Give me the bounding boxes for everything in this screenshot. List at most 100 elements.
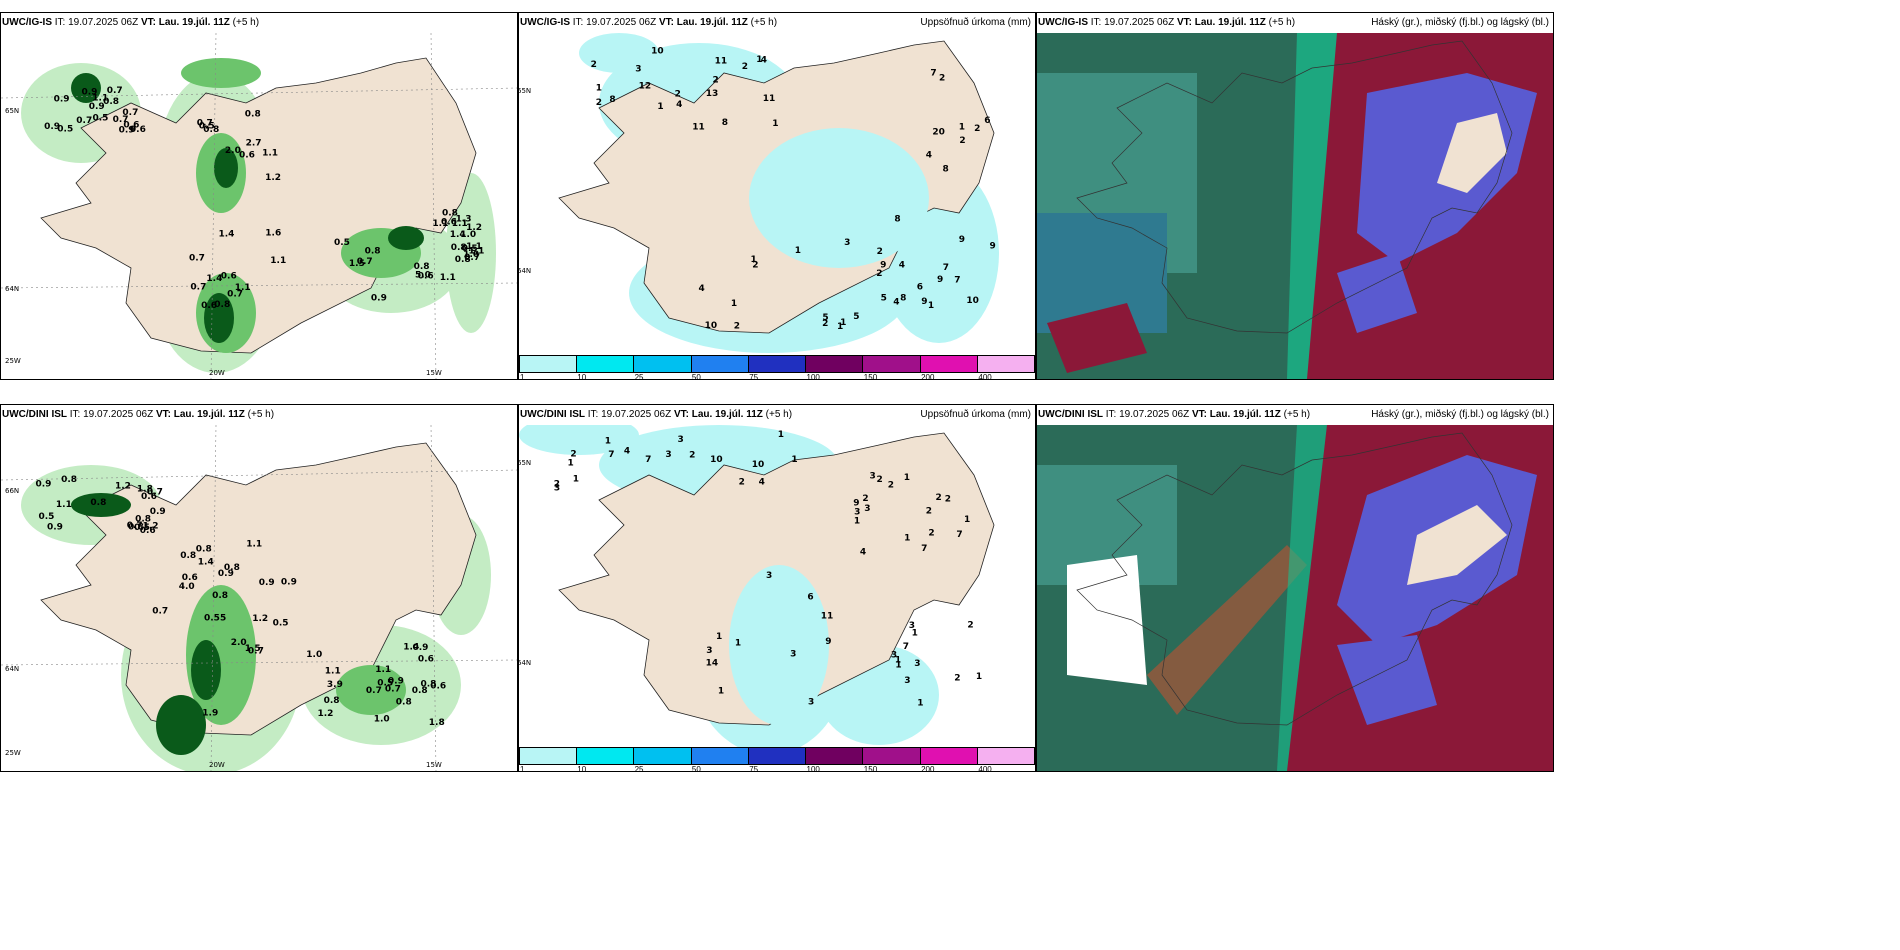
precip-value-label: 1 xyxy=(854,517,860,527)
precip-value-label: 1.5 xyxy=(245,644,261,654)
lon-label-right: 15W xyxy=(426,369,442,377)
precip-value-label: 0.8 xyxy=(245,110,261,120)
precip-value-label: 0.6 xyxy=(182,573,198,583)
panel-field-label: Uppsöfnuð úrkoma (mm) xyxy=(920,409,1031,420)
legend-swatch xyxy=(748,356,807,372)
precip-value-label: 0.8 xyxy=(180,551,196,561)
precip-value-label: 0.7 xyxy=(152,606,168,616)
precip-value-label: 1.1 xyxy=(432,219,448,229)
precip-value-label: 9 xyxy=(880,260,886,270)
precip-value-label: 11 xyxy=(763,94,776,104)
precip-value-label: 4 xyxy=(761,56,767,66)
legend-swatch xyxy=(520,748,578,764)
lat-label-bottom: 64N xyxy=(5,285,19,293)
precip-value-label: 0.5 xyxy=(273,618,289,628)
precip-value-label: 7 xyxy=(903,642,909,652)
precip-value-label: 2 xyxy=(822,319,828,329)
precip-value-label: 1 xyxy=(605,437,611,447)
panel-accum-precip-dini: UWC/DINI ISL IT: 19.07.2025 06Z VT: Lau.… xyxy=(518,404,1036,772)
precip-value-label: 2 xyxy=(862,494,868,504)
precip-value-label: 0.9 xyxy=(150,507,166,517)
panel-header: UWC/IG-IS IT: 19.07.2025 06Z VT: Lau. 19… xyxy=(2,17,260,28)
precip-value-label: 0.6 xyxy=(239,151,255,161)
legend-tick-label: 1 xyxy=(520,373,525,380)
precip-value-label: 1.2 xyxy=(143,522,159,532)
precip-value-label: 10 xyxy=(651,47,664,57)
precip-area-inland xyxy=(729,565,829,725)
precip-value-label: 1 xyxy=(751,255,757,265)
precip-value-label: 2 xyxy=(877,475,883,485)
precip-value-label: 2 xyxy=(591,60,597,70)
precip-value-label: 2 xyxy=(739,478,745,488)
precip-value-label: 1 xyxy=(964,515,970,525)
lat-label-top: 65N xyxy=(519,459,531,467)
corner-label: 25W xyxy=(5,749,21,757)
precip-value-label: 1.1 xyxy=(262,148,278,158)
precip-value-label: 2 xyxy=(734,322,740,332)
precip-value-label: 0.8 xyxy=(214,300,230,310)
graticule xyxy=(1,33,517,379)
precip-value-label: 7 xyxy=(645,455,651,465)
precip-value-label: 3.9 xyxy=(327,680,343,690)
precip-value-label: 0.6 xyxy=(430,681,446,691)
precip-value-label: 1.0 xyxy=(374,714,390,724)
precip-value-label: 10 xyxy=(705,321,718,331)
precip-value-label: 7 xyxy=(954,276,960,286)
precip-value-label: 1 xyxy=(718,687,724,697)
precip-value-label: 0.9 xyxy=(119,126,135,136)
legend-swatch xyxy=(691,356,749,372)
precip-value-label: 12 xyxy=(639,82,652,92)
legend-swatch xyxy=(577,356,635,372)
precip-value-label: 9 xyxy=(825,637,831,647)
precip-value-label: 1.2 xyxy=(318,709,334,719)
precip-value-label: 0.8 xyxy=(103,97,119,107)
legend-tick-label: 200 xyxy=(921,373,935,380)
lon-label-left: 20W xyxy=(209,369,225,377)
iceland-wind-map: 0.9 1.20.7 0.80.81.81.9 1.20.80.60.80.50.90… xyxy=(1,425,517,771)
precip-value-label: 20 xyxy=(932,127,945,137)
legend-tick-label: 400 xyxy=(978,373,992,380)
precip-value-label: 2 xyxy=(945,494,951,504)
precip-value-label: 2 xyxy=(689,451,695,461)
precip-value-label: 1.4 xyxy=(219,230,235,240)
legend-swatch xyxy=(806,748,864,764)
precip-value-label: 1.9 xyxy=(202,709,218,719)
precip-value-label: 0.5 xyxy=(199,122,215,132)
precip-value-label: 0.8 xyxy=(135,515,151,525)
precip-value-label: 1 xyxy=(657,102,663,112)
precip-value-label: 3 xyxy=(635,65,641,75)
precip-value-label: 3 xyxy=(808,698,814,708)
legend-tick-label: 75 xyxy=(749,765,759,772)
iceland-land xyxy=(40,442,477,736)
precip-value-label: 1 xyxy=(778,430,784,440)
legend-swatch xyxy=(806,356,864,372)
precip-value-label: 3 xyxy=(870,471,876,481)
precip-values: 0.60.80.50.80.61.10.81.30.81.10.80.61.10… xyxy=(44,86,484,311)
precip-value-label: 3 xyxy=(909,621,915,631)
lon-label-left: 20W xyxy=(209,761,225,769)
precip-legend xyxy=(519,747,1035,765)
precip-value-label: 3 xyxy=(665,450,671,460)
legend-tick-label: 100 xyxy=(806,765,820,772)
precip-value-label: 1 xyxy=(837,322,843,332)
precip-value-label: 0.8 xyxy=(203,125,219,135)
precip-value-label: 9 xyxy=(921,297,927,307)
precip-value-label: 0.7 xyxy=(76,116,92,126)
iceland-cloud-map xyxy=(1037,33,1553,379)
precip-value-label: 1.0 xyxy=(306,650,322,660)
precip-value-label: 0.8 xyxy=(412,686,428,696)
precip-value-label: 0.6 xyxy=(221,272,237,282)
precip-value-label: 1 xyxy=(912,629,918,639)
legend-swatch xyxy=(691,748,749,764)
precip-value-label: 3 xyxy=(790,649,796,659)
precip-value-label: 0.7 xyxy=(127,521,143,531)
precip-value-label: 2 xyxy=(570,450,576,460)
lat-label-top: 65N xyxy=(519,87,531,95)
legend-tick-label: 75 xyxy=(749,373,759,380)
precip-value-label: 1 xyxy=(791,455,797,465)
legend-tick-label: 50 xyxy=(691,765,701,772)
panel-header: UWC/DINI ISL IT: 19.07.2025 06Z VT: Lau.… xyxy=(1038,409,1311,420)
precip-value-label: 1.6 xyxy=(265,228,281,238)
legend-swatch xyxy=(977,748,1034,764)
